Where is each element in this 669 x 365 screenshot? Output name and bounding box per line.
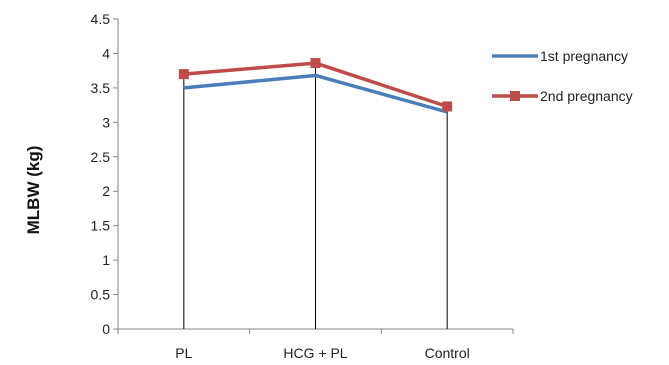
y-tick-label: 3	[102, 114, 110, 130]
y-tick-label: 2.5	[91, 149, 111, 165]
axes: 0 0.5 1 1.5 2 2.5 3 3.5 4 4.5 PL HCG + PL Control	[91, 11, 514, 361]
y-tick-label: 3.5	[91, 80, 111, 96]
y-tick-label: 4.5	[91, 11, 111, 27]
series-layer	[178, 58, 453, 114]
legend: 1st pregnancy 2nd pregnancy	[492, 48, 633, 104]
series-line	[183, 73, 448, 114]
drop-lines	[183, 63, 448, 329]
y-tick-label: 1.5	[91, 218, 111, 234]
y-tick-label: 4	[102, 45, 110, 61]
x-tick-label: PL	[175, 345, 192, 361]
data-point	[178, 69, 189, 80]
legend-label: 1st pregnancy	[540, 48, 628, 64]
x-tick-label: Control	[425, 345, 470, 361]
legend-marker	[510, 91, 520, 101]
y-tick-label: 1	[102, 252, 110, 268]
legend-label: 2nd pregnancy	[540, 88, 633, 104]
y-axis-label: MLBW (kg)	[24, 146, 43, 235]
data-point	[310, 58, 321, 69]
y-tick-label: 0.5	[91, 287, 111, 303]
y-tick-label: 0	[102, 321, 110, 337]
x-tick-label: HCG + PL	[283, 345, 347, 361]
data-point	[442, 101, 453, 112]
y-tick-label: 2	[102, 183, 110, 199]
